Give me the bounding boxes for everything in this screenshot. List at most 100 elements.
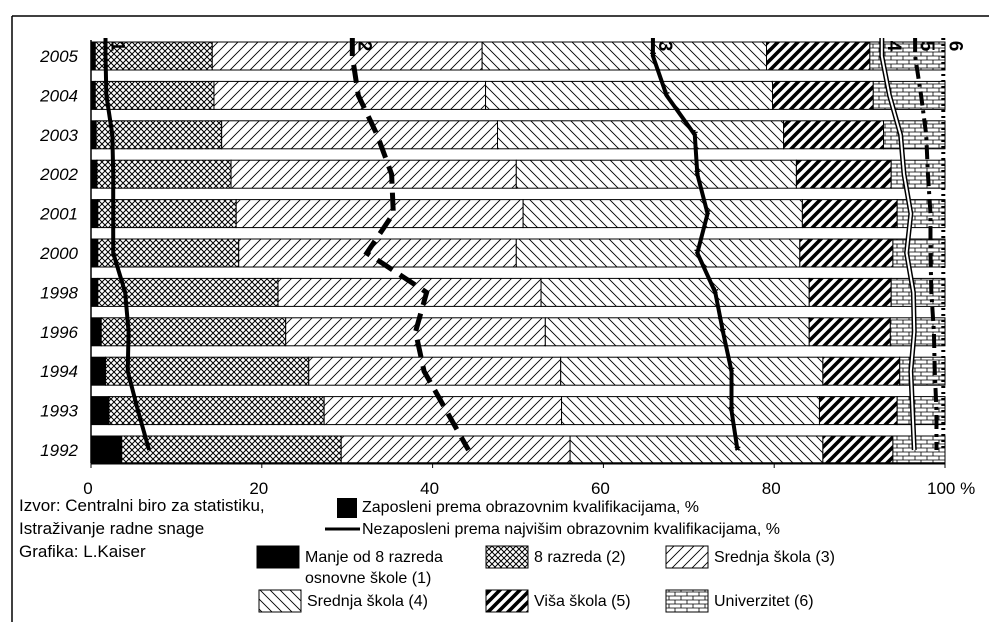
y-tick-label: 1996 [40, 323, 78, 342]
bar-segment-4 [497, 120, 785, 150]
bar-segment-6 [899, 356, 946, 386]
bar-segment-6 [890, 159, 946, 189]
legend-swatch-5 [485, 589, 529, 613]
source-text: Izvor: Centralni biro za statistiku, Istr… [19, 496, 265, 561]
source-line-2: Istraživanje radne snage [19, 519, 204, 538]
bar-segment-4 [485, 80, 773, 110]
line-3-marker: * [694, 246, 701, 263]
line-2-label: 2 [353, 41, 374, 52]
bar-segment-5 [783, 120, 885, 150]
bar-segment-1 [90, 317, 102, 347]
bar-segment-3 [213, 80, 487, 110]
bar-segment-2 [121, 435, 342, 465]
bar-segment-4 [522, 199, 803, 229]
bar-segment-5 [795, 159, 892, 189]
y-tick-label: 1994 [40, 362, 78, 381]
legend-swatch-6 [665, 589, 709, 613]
bar-segment-2 [97, 199, 237, 229]
line-3-marker: * [728, 404, 735, 421]
legend-label-4: Srednja škola (4) [307, 593, 428, 610]
bar-segment-5 [799, 238, 894, 268]
bar-segment-1 [90, 435, 123, 465]
line-3-marker: * [692, 128, 699, 145]
line-3-label: 3 [654, 41, 675, 52]
bar-segment-4 [481, 41, 768, 71]
source-line-3: Grafika: L.Kaiser [19, 542, 146, 561]
bar-segment-5 [808, 317, 891, 347]
bar-segment-1 [90, 238, 99, 268]
legend-line-label-2: Nezaposleni prema najvišim obrazovnim kv… [362, 521, 780, 538]
legend-swatch-4 [258, 589, 302, 613]
bar-segment-2 [100, 317, 287, 347]
bar-segment-3 [340, 435, 571, 465]
bar-segment-2 [97, 277, 279, 307]
bar-segment-1 [90, 159, 98, 189]
bar-segment-5 [818, 396, 898, 426]
line-3-marker: * [704, 207, 711, 224]
legend-label-5: Viša škola (5) [534, 593, 631, 610]
legend-label-1: osnovne škole (1) [305, 570, 431, 587]
bar-segment-3 [211, 41, 483, 71]
line-3-marker: * [728, 364, 735, 381]
bar-segment-1 [90, 396, 110, 426]
bar-segment-4 [515, 159, 797, 189]
bar-segment-3 [230, 159, 517, 189]
x-tick-label: 20 [249, 479, 268, 498]
bar-segment-3 [308, 356, 562, 386]
line-3-marker: * [663, 88, 670, 105]
bar-segment-5 [808, 277, 892, 307]
line-3-marker: * [712, 285, 719, 302]
bar-segment-4 [569, 435, 824, 465]
legend-label-1: Manje od 8 razreda [305, 549, 443, 566]
x-tick-label: 100 % [927, 479, 975, 498]
legend-line-label-1: Zaposleni prema obrazovnim kvalifikacija… [362, 499, 699, 516]
line-3-marker: * [694, 167, 701, 184]
axes-layer: 2005200420032002200120001998199619941993… [11, 15, 989, 622]
bar-segment-1 [90, 120, 97, 150]
y-tick-label: 2000 [39, 244, 78, 263]
bar-segment-6 [892, 238, 946, 268]
y-tick-label: 2003 [39, 126, 78, 145]
legend-swatch-1 [256, 545, 300, 569]
bar-segment-4 [544, 317, 810, 347]
line-4 [880, 38, 916, 451]
y-tick-label: 1992 [40, 441, 78, 460]
source-line-1: Izvor: Centralni biro za statistiku, [19, 496, 265, 515]
line-3-marker: * [720, 325, 727, 342]
x-tick-label: 0 [83, 479, 92, 498]
y-tick-label: 2004 [39, 86, 78, 105]
line-4-label: 4 [883, 41, 904, 52]
bar-segment-3 [235, 199, 524, 229]
bar-segment-2 [105, 356, 310, 386]
y-tick-label: 2001 [39, 205, 78, 224]
legend: Zaposleni prema obrazovnim kvalifikacija… [256, 498, 835, 613]
line-1-label: 1 [107, 41, 128, 52]
line-2 [349, 38, 471, 452]
line-1 [103, 38, 151, 451]
bar-segment-1 [90, 199, 99, 229]
bar-segment-4 [561, 396, 820, 426]
y-tick-label: 2002 [39, 165, 78, 184]
bar-segment-2 [108, 396, 325, 426]
legend-swatch-employed [337, 498, 357, 518]
bar-segment-4 [515, 238, 801, 268]
legend-label-6: Univerzitet (6) [714, 593, 814, 610]
bar-segment-5 [822, 356, 901, 386]
line-3-marker: * [650, 49, 657, 66]
bar-segment-2 [95, 120, 223, 150]
y-tick-label: 2005 [39, 47, 78, 66]
bar-segment-6 [890, 277, 946, 307]
legend-label-3: Srednja škola (3) [714, 549, 835, 566]
line-3 [650, 38, 740, 451]
bar-segment-6 [872, 80, 946, 110]
x-tick-label: 60 [591, 479, 610, 498]
y-tick-label: 1998 [40, 283, 78, 302]
bar-segment-5 [822, 435, 894, 465]
bar-segment-4 [560, 356, 824, 386]
x-tick-label: 80 [762, 479, 781, 498]
bar-segment-5 [771, 80, 874, 110]
line-5 [913, 38, 939, 450]
bar-segment-1 [90, 277, 99, 307]
